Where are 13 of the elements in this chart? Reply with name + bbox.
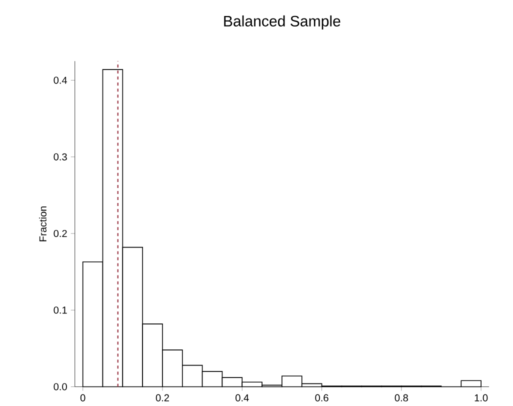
x-tick-label: 0.6	[315, 394, 328, 402]
x-tick-label: 0.2	[156, 394, 169, 402]
y-axis-title: Fraction	[39, 206, 46, 242]
y-tick-label: 0.0	[54, 383, 67, 390]
x-tick-label: 0	[80, 394, 86, 402]
x-tick-label: 0.4	[236, 394, 249, 402]
x-tick-label: 1.0	[474, 394, 488, 402]
y-tick-label: 0.1	[54, 306, 67, 314]
x-tick-label: 0.8	[394, 394, 408, 402]
y-tick-label: 0.2	[54, 230, 67, 238]
chart-title: Balanced Sample	[224, 15, 340, 30]
y-tick-label: 0.3	[54, 153, 67, 160]
y-tick-label: 0.4	[54, 76, 68, 84]
